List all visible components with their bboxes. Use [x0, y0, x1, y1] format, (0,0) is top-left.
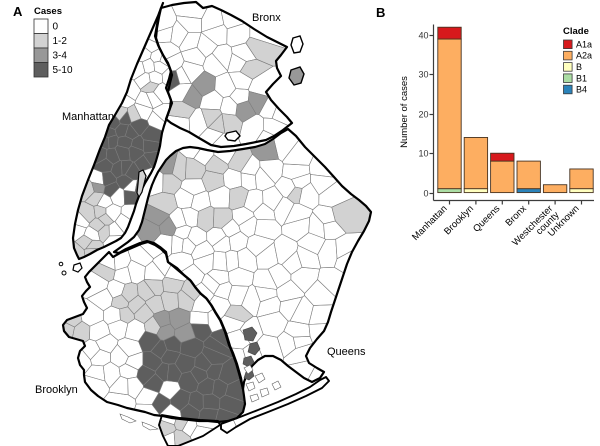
- svg-text:3-4: 3-4: [53, 51, 68, 62]
- svg-text:A2a: A2a: [576, 51, 592, 61]
- svg-text:B4: B4: [576, 85, 587, 95]
- svg-text:10: 10: [418, 149, 428, 159]
- svg-text:Brooklyn: Brooklyn: [35, 384, 78, 396]
- svg-text:40: 40: [418, 31, 428, 41]
- svg-text:20: 20: [418, 110, 428, 120]
- svg-text:Bronx: Bronx: [252, 12, 281, 24]
- svg-text:A: A: [13, 4, 23, 19]
- svg-text:B: B: [576, 62, 582, 72]
- svg-text:Queens: Queens: [327, 346, 366, 358]
- svg-text:B1: B1: [576, 73, 587, 83]
- svg-text:0: 0: [53, 22, 59, 33]
- svg-text:Number of cases: Number of cases: [399, 76, 410, 148]
- svg-text:A1a: A1a: [576, 39, 592, 49]
- svg-text:Clade: Clade: [563, 26, 589, 37]
- svg-text:5-10: 5-10: [53, 65, 73, 76]
- svg-text:0: 0: [423, 189, 428, 199]
- svg-text:Manhattan: Manhattan: [62, 111, 114, 123]
- svg-text:B: B: [376, 5, 385, 20]
- svg-text:Cases: Cases: [34, 6, 62, 17]
- svg-text:1-2: 1-2: [53, 36, 68, 47]
- svg-text:30: 30: [418, 70, 428, 80]
